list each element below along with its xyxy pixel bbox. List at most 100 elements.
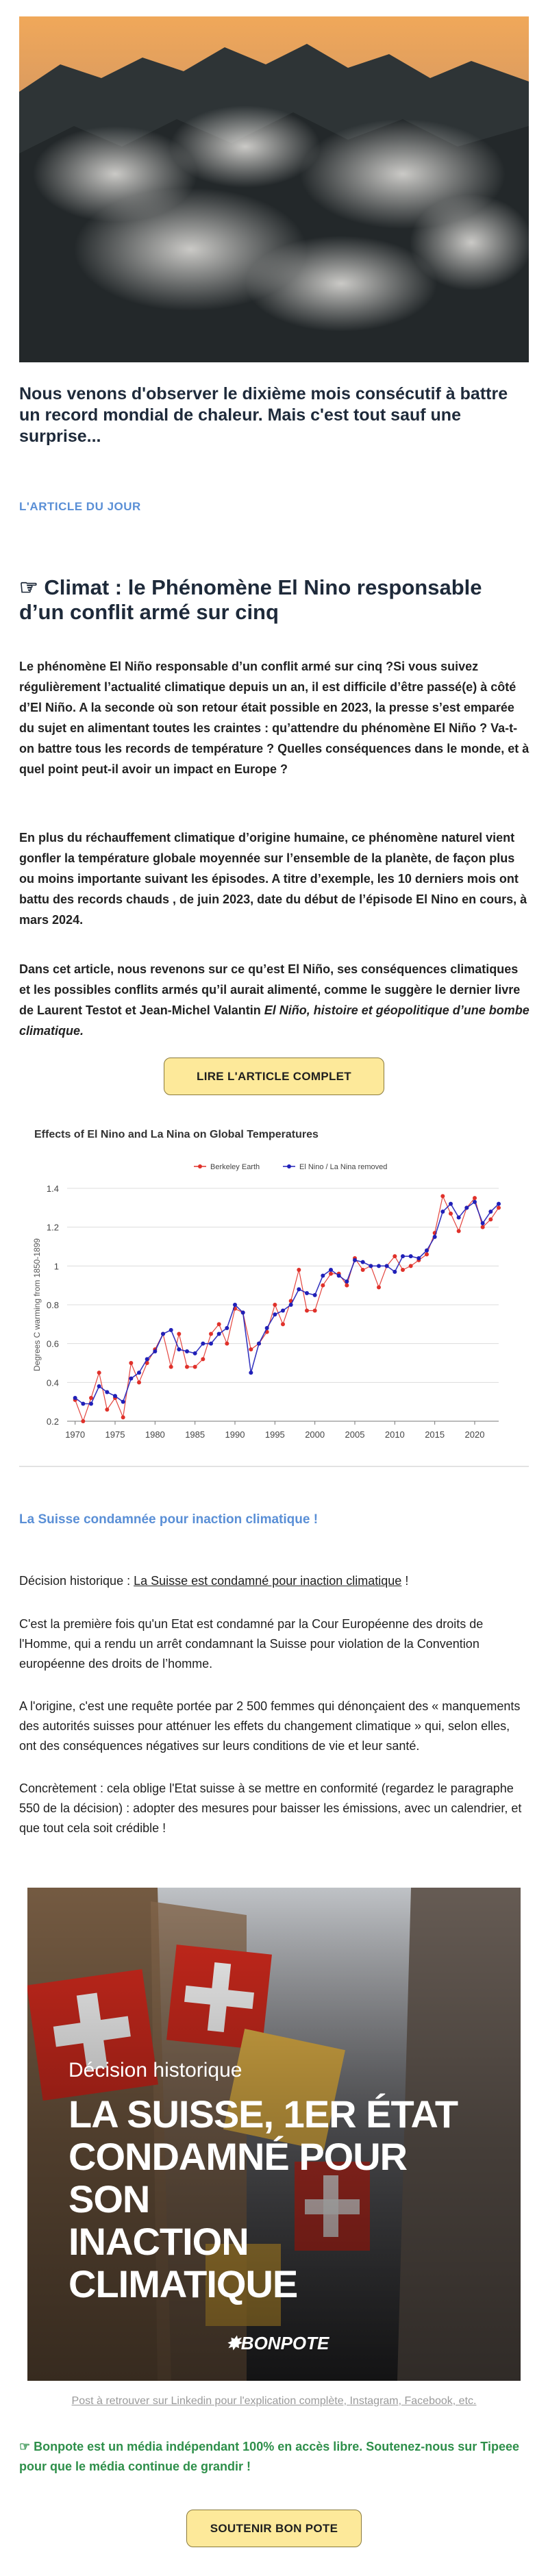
data-point-el-nino-removed — [408, 1254, 413, 1259]
data-point-berkeley-earth — [169, 1364, 173, 1369]
data-point-berkeley-earth — [345, 1283, 349, 1288]
x-tick-label: 1970 — [65, 1429, 85, 1440]
data-point-berkeley-earth — [377, 1285, 381, 1290]
data-point-berkeley-earth — [209, 1331, 213, 1336]
data-point-el-nino-removed — [281, 1308, 285, 1313]
y-tick-label: 1.4 — [47, 1184, 59, 1194]
data-point-berkeley-earth — [488, 1217, 493, 1222]
data-point-berkeley-earth — [480, 1225, 485, 1229]
el-nino-temperature-chart: 0.2 0.4 0.6 0.8 1 1.2 1.4 1970 1975 1980 1985 1990 1… — [32, 1163, 501, 1440]
article-title: ☞ Climat : le Phénomène El Nino responsa… — [19, 575, 526, 625]
pointing-hand-icon: ☞ — [19, 575, 38, 599]
bonpote-logo: ✸BONPOTE — [226, 2333, 329, 2354]
suisse-line-1: Décision historique : La Suisse est cond… — [19, 1571, 530, 1591]
data-point-el-nino-removed — [89, 1401, 93, 1406]
article-paragraph-3-text: Dans cet article, nous revenons sur ce q… — [19, 962, 521, 1017]
x-tick-label: 2015 — [425, 1429, 445, 1440]
support-bonpote-button[interactable]: SOUTENIR BON POTE — [186, 2510, 362, 2547]
data-point-el-nino-removed — [288, 1303, 293, 1307]
suisse-paragraph-3: A l'origine, c'est une requête portée pa… — [19, 1699, 521, 1753]
x-tick-label: 1985 — [185, 1429, 205, 1440]
book-title: El Niño, histoire et géopolitique d’une … — [19, 1003, 530, 1038]
poster-caption-text[interactable]: Post à retrouver sur Linkedin pour l'exp… — [71, 2395, 477, 2407]
y-tick-label: 1.2 — [47, 1223, 59, 1233]
pointing-hand-icon: ☞ — [19, 2440, 31, 2453]
data-point-berkeley-earth — [145, 1361, 149, 1365]
data-point-el-nino-removed — [497, 1201, 501, 1206]
data-point-el-nino-removed — [233, 1303, 237, 1307]
poster-kicker: Décision historique — [68, 2059, 242, 2081]
suisse-poster-image: Décision historique LA SUISSE, 1ER ÉTAT … — [27, 1888, 521, 2381]
legend-swatch-marker — [198, 1164, 202, 1168]
x-tick-label: 1995 — [265, 1429, 285, 1440]
data-point-el-nino-removed — [264, 1326, 269, 1330]
series-line-el-nino-removed — [75, 1201, 499, 1405]
data-point-berkeley-earth — [225, 1341, 229, 1346]
data-point-berkeley-earth — [321, 1283, 325, 1288]
x-tick-label: 2005 — [345, 1429, 365, 1440]
data-point-el-nino-removed — [480, 1221, 485, 1225]
data-point-berkeley-earth — [273, 1303, 277, 1307]
legend-label: El Nino / La Nina removed — [299, 1163, 387, 1171]
data-point-el-nino-removed — [185, 1349, 189, 1353]
legend-swatch-marker — [287, 1164, 291, 1168]
data-point-berkeley-earth — [81, 1419, 86, 1423]
data-point-berkeley-earth — [121, 1415, 125, 1420]
data-point-el-nino-removed — [129, 1376, 134, 1381]
read-full-article-button[interactable]: LIRE L'ARTICLE COMPLET — [164, 1058, 384, 1095]
data-point-el-nino-removed — [360, 1260, 365, 1264]
data-point-berkeley-earth — [497, 1205, 501, 1210]
data-point-el-nino-removed — [137, 1371, 141, 1375]
data-point-berkeley-earth — [473, 1196, 477, 1201]
data-point-el-nino-removed — [440, 1210, 445, 1214]
poster-caption[interactable]: Post à retrouver sur Linkedin pour l'exp… — [0, 2395, 548, 2408]
data-point-berkeley-earth — [177, 1331, 182, 1336]
data-point-el-nino-removed — [192, 1351, 197, 1355]
data-point-el-nino-removed — [105, 1390, 110, 1395]
data-point-el-nino-removed — [97, 1384, 101, 1388]
x-tick-label: 1980 — [145, 1429, 165, 1440]
poster-headline-1: LA SUISSE, 1ER ÉTAT — [68, 2092, 458, 2136]
y-axis-label: Degrees C warming from 1850-1899 — [32, 1238, 42, 1371]
data-point-berkeley-earth — [216, 1322, 221, 1327]
data-point-berkeley-earth — [393, 1254, 397, 1259]
data-point-berkeley-earth — [456, 1229, 461, 1234]
data-point-el-nino-removed — [145, 1357, 149, 1362]
data-point-berkeley-earth — [440, 1194, 445, 1199]
data-point-el-nino-removed — [425, 1248, 429, 1253]
data-point-el-nino-removed — [249, 1371, 253, 1375]
series-line-berkeley-earth — [75, 1195, 499, 1423]
y-tick-label: 0.4 — [47, 1377, 59, 1388]
data-point-el-nino-removed — [336, 1273, 341, 1278]
data-point-berkeley-earth — [360, 1268, 365, 1272]
data-point-el-nino-removed — [240, 1310, 245, 1315]
data-point-el-nino-removed — [488, 1210, 493, 1214]
data-point-berkeley-earth — [449, 1211, 453, 1216]
support-text-body: Bonpote est un média indépendant 100% en… — [19, 2440, 519, 2473]
suisse-paragraph-2: C'est la première fois qu'un Etat est co… — [19, 1617, 484, 1671]
data-point-el-nino-removed — [121, 1399, 125, 1404]
data-point-berkeley-earth — [329, 1271, 333, 1276]
data-point-el-nino-removed — [161, 1331, 165, 1336]
suisse-condamnee-link[interactable]: La Suisse est condamné pour inaction cli… — [134, 1574, 402, 1588]
poster-text-overlay: Décision historique LA SUISSE, 1ER ÉTAT … — [68, 2059, 480, 2305]
data-point-berkeley-earth — [401, 1268, 405, 1272]
hero-wildfire-image — [19, 16, 529, 362]
data-point-el-nino-removed — [401, 1254, 405, 1259]
data-point-el-nino-removed — [473, 1199, 477, 1204]
data-point-berkeley-earth — [305, 1308, 309, 1313]
data-point-berkeley-earth — [129, 1361, 134, 1365]
data-point-berkeley-earth — [192, 1364, 197, 1369]
x-tick-label: 2020 — [465, 1429, 485, 1440]
data-point-el-nino-removed — [169, 1327, 173, 1332]
y-tick-label: 0.8 — [47, 1300, 59, 1310]
article-title-text: Climat : le Phénomène El Nino responsabl… — [19, 575, 482, 624]
data-point-el-nino-removed — [312, 1292, 317, 1297]
intro-text: Nous venons d'observer le dixième mois c… — [19, 384, 508, 446]
data-point-berkeley-earth — [425, 1252, 429, 1257]
data-point-el-nino-removed — [329, 1268, 333, 1272]
data-point-el-nino-removed — [216, 1331, 221, 1336]
data-point-el-nino-removed — [257, 1341, 261, 1346]
data-point-el-nino-removed — [369, 1264, 373, 1268]
